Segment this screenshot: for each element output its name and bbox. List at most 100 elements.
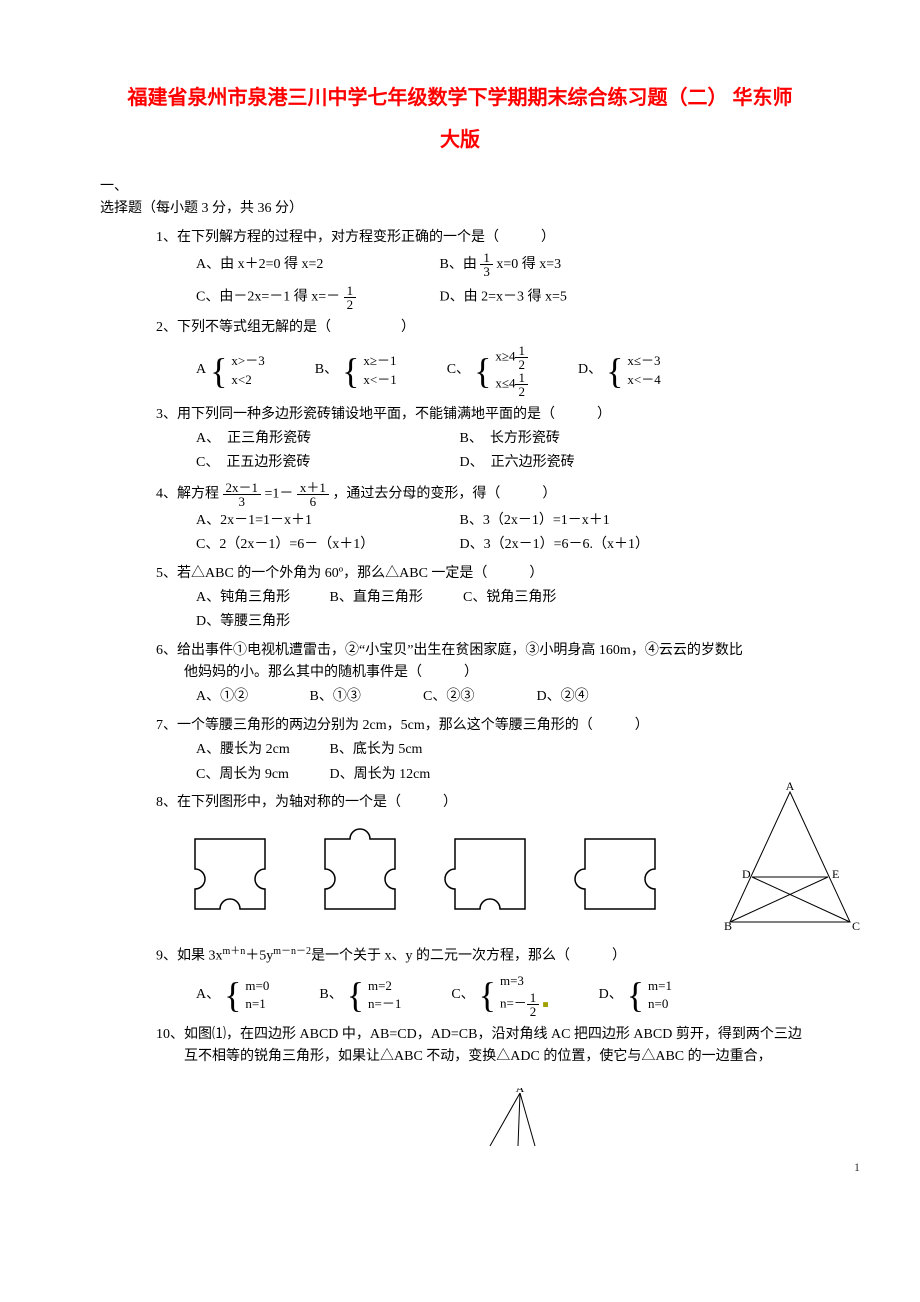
q9-sup1: m＋n (223, 946, 246, 957)
q5-opt-b: B、直角三角形 (330, 587, 460, 609)
eq-top: m=3 (500, 972, 549, 990)
frac-num: 1 (344, 284, 357, 298)
question-6-line2: 他妈妈的小。那么其中的随机事件是（ ） (184, 662, 820, 684)
q2-opt-d: D、 { x≤－3x<－4 (578, 352, 661, 388)
frac-num: 1 (480, 251, 493, 265)
opt-label: B、 (319, 984, 342, 1006)
puzzle-shape-d (570, 824, 670, 924)
q4-options-row1: A、2x－1=1－x＋1 B、3（2x－1）=1－x＋1 (196, 510, 820, 532)
q6-options: A、①② B、①③ C、②③ D、②④ (196, 686, 820, 708)
q7-opt-b: B、底长为 5cm (330, 739, 460, 761)
q5-opt-a: A、钝角三角形 (196, 587, 326, 609)
q1-opt-b: B、由 13 x=0 得 x=3 (440, 257, 562, 272)
eq-top: m=1 (648, 977, 672, 995)
q4-frac2: x＋16 (297, 481, 329, 508)
eq-top: m=2 (368, 977, 401, 995)
question-3: 3、用下列同一种多边形瓷砖铺设地平面，不能铺满地平面的是（ ） (156, 404, 820, 426)
q6-opt-b: B、①③ (310, 686, 420, 708)
q4-options-row2: C、2（2x－1）=6－（x＋1） D、3（2x－1）=6－6.（x＋1） (196, 534, 820, 556)
brace-icon: { (474, 353, 491, 389)
q9-post: 是一个关于 x、y 的二元一次方程，那么（ ） (311, 949, 626, 964)
question-10-line2: 互不相等的锐角三角形，如果让△ABC 不动，变换△ADC 的位置，使它与△ABC… (184, 1046, 820, 1068)
document-title-line1: 福建省泉州市泉港三川中学七年级数学下学期期末综合练习题（二） 华东师 (100, 80, 820, 116)
q9-pre: 9、如果 3x (156, 949, 223, 964)
q3-options-row2: C、 正五边形瓷砖 D、 正六边形瓷砖 (196, 452, 820, 474)
opt-label: A、 (196, 984, 220, 1006)
ineq-bot: x≤412 (495, 371, 528, 398)
svg-text:D: D (742, 867, 751, 881)
q1-b-frac: 13 (480, 251, 493, 278)
ineq-top: x≥412 (495, 344, 528, 371)
eq-bot: n=－12 ■ (500, 991, 549, 1018)
q9-options: A、 { m=0n=1 B、 { m=2n=－1 C、 { m=3 n=－12 … (196, 972, 820, 1017)
dot-icon: ■ (543, 999, 549, 1010)
svg-text:B: B (724, 919, 732, 932)
q9-opt-c: C、 { m=3 n=－12 ■ (451, 972, 548, 1017)
brace-icon: { (210, 353, 227, 389)
puzzle-shape-c (440, 824, 540, 924)
q2-opt-c: C、 { x≥412 x≤412 (447, 344, 528, 398)
q4-frac1: 2x－13 (223, 481, 262, 508)
svg-text:A: A (786, 782, 795, 793)
q10-partial-figure: A (480, 1088, 820, 1156)
svg-text:A: A (516, 1088, 525, 1095)
q9-opt-b: B、 { m=2n=－1 (319, 977, 401, 1013)
q7-opt-d: D、周长为 12cm (330, 764, 460, 786)
q9-opt-d: D、 { m=1n=0 (599, 977, 672, 1013)
q1-b-suffix: x=0 得 x=3 (496, 257, 561, 272)
opt-label: A (196, 359, 206, 381)
brace-icon: { (627, 977, 644, 1013)
q3-options-row1: A、 正三角形瓷砖 B、 长方形瓷砖 (196, 428, 820, 450)
q7-opt-c: C、周长为 9cm (196, 764, 326, 786)
q5-options-row2: D、等腰三角形 (196, 611, 820, 633)
question-10-line1: 10、如图⑴，在四边形 ABCD 中，AB=CD，AD=CB，沿对角线 AC 把… (156, 1024, 820, 1046)
q9-opt-a: A、 { m=0n=1 (196, 977, 269, 1013)
opt-label: C、 (447, 359, 470, 381)
q9-mid: ＋5y (245, 949, 273, 964)
q3-opt-b: B、 长方形瓷砖 (460, 431, 560, 446)
q2-options: A { x>－3x<2 B、 { x≥－1x<－1 C、 { x≥412 x≤4… (196, 344, 820, 398)
q5-opt-c: C、锐角三角形 (463, 587, 593, 609)
brace-icon: { (606, 353, 623, 389)
q3-opt-d: D、 正六边形瓷砖 (460, 455, 575, 470)
triangle-figure: A B C D E (720, 782, 860, 940)
triangle-svg: A B C D E (720, 782, 860, 932)
q7-options-row1: A、腰长为 2cm B、底长为 5cm (196, 739, 820, 761)
q6-opt-a: A、①② (196, 686, 306, 708)
question-7: 7、一个等腰三角形的两边分别为 2cm，5cm，那么这个等腰三角形的（ ） (156, 715, 820, 737)
q1-c-frac: 12 (344, 284, 357, 311)
question-6-line1: 6、给出事件①电视机遭雷击，②“小宝贝”出生在贫困家庭，③小明身高 160m，④… (156, 640, 820, 662)
q5-opt-d: D、等腰三角形 (196, 614, 290, 629)
opt-label: D、 (578, 359, 602, 381)
section-one-label: 一、 (100, 176, 820, 198)
eq-bot: n=－1 (368, 995, 401, 1013)
brace-icon: { (479, 977, 496, 1013)
q1-c-prefix: C、由－2x=－1 得 x=－ (196, 290, 340, 305)
ineq-bot: x<－4 (627, 371, 660, 389)
question-4: 4、解方程 2x－13 =1－ x＋16 ，通过去分母的变形，得（ ） (156, 481, 820, 508)
document-title-line2: 大版 (100, 124, 820, 156)
q2-opt-a: A { x>－3x<2 (196, 352, 265, 388)
q7-opt-a: A、腰长为 2cm (196, 739, 326, 761)
ineq-top: x≥－1 (363, 352, 396, 370)
q1-opt-a: A、由 x＋2=0 得 x=2 (196, 254, 436, 276)
q9-sup2: m－n－2 (273, 946, 311, 957)
brace-icon: { (347, 977, 364, 1013)
eq-top: m=0 (245, 977, 269, 995)
choice-header: 选择题（每小题 3 分，共 36 分） (100, 198, 820, 220)
q1-options-row2: C、由－2x=－1 得 x=－ 12 D、由 2=x－3 得 x=5 (196, 284, 820, 311)
q4-mid: =1－ (265, 486, 294, 501)
q6-opt-c: C、②③ (423, 686, 533, 708)
q4-pre: 4、解方程 (156, 486, 223, 501)
q4-post: ，通过去分母的变形，得（ ） (332, 486, 556, 501)
svg-text:C: C (852, 919, 860, 932)
q4-opt-b: B、3（2x－1）=1－x＋1 (460, 513, 610, 528)
page-number: 1 (854, 1158, 860, 1177)
q5-options-row1: A、钝角三角形 B、直角三角形 C、锐角三角形 (196, 587, 820, 609)
q2-opt-b: B、 { x≥－1x<－1 (315, 352, 397, 388)
puzzle-shape-b (310, 824, 410, 924)
frac-den: 3 (480, 265, 493, 278)
q1-b-prefix: B、由 (440, 257, 477, 272)
ineq-top: x>－3 (231, 352, 264, 370)
q4-opt-c: C、2（2x－1）=6－（x＋1） (196, 534, 456, 556)
